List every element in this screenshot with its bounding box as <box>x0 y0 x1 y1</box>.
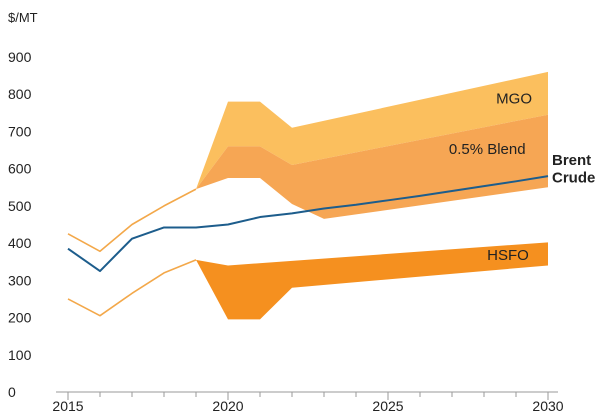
y-tick-label: 500 <box>8 198 32 214</box>
y-tick-label: 400 <box>8 235 32 251</box>
x-tick-label: 2015 <box>52 398 83 414</box>
y-tick-label: 800 <box>8 86 32 102</box>
crude-label: Crude <box>552 169 595 186</box>
y-tick-label: 300 <box>8 272 32 288</box>
x-tick-label: 2030 <box>532 398 563 414</box>
hsfo-label: HSFO <box>487 247 529 264</box>
hsfo-history-line <box>67 259 197 317</box>
y-axis-label: $/MT <box>8 10 38 25</box>
price-bands <box>196 71 548 320</box>
blend-history-line <box>67 188 197 253</box>
x-tick-label: 2020 <box>212 398 243 414</box>
brent-label: Brent <box>552 152 591 169</box>
mgo-band <box>196 71 548 190</box>
y-tick-label: 200 <box>8 310 32 326</box>
0-5-blend-label: 0.5% Blend <box>449 141 526 158</box>
y-tick-label: 100 <box>8 347 32 363</box>
y-tick-label: 700 <box>8 123 32 139</box>
brent-crude-line <box>67 175 549 273</box>
mgo-label: MGO <box>496 91 532 108</box>
price-lines <box>67 175 549 317</box>
y-tick-label: 600 <box>8 161 32 177</box>
axes: 2015 2020 2025 2030 0 100 200 300 400 500 600 700 80… <box>8 49 564 414</box>
y-tick-label: 900 <box>8 49 32 65</box>
y-tick-label: 0 <box>8 384 16 400</box>
x-tick-label: 2025 <box>372 398 403 414</box>
0-5-blend-band <box>196 114 548 219</box>
hsfo-band <box>196 242 548 320</box>
